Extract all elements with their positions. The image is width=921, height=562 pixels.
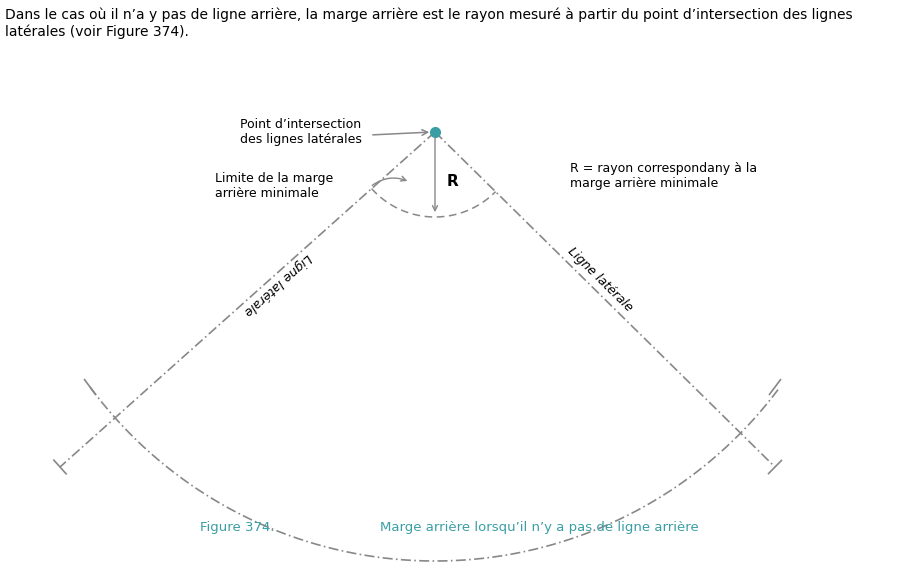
Text: Figure 374.: Figure 374. [200,521,274,534]
Text: Point d’intersection
des lignes latérales: Point d’intersection des lignes latérale… [240,118,362,146]
Text: Marge arrière lorsqu’il n’y a pas de ligne arrière: Marge arrière lorsqu’il n’y a pas de lig… [380,521,699,534]
Text: Ligne latérale: Ligne latérale [241,251,314,318]
Text: R: R [447,174,459,189]
Text: R = rayon correspondany à la
marge arrière minimale: R = rayon correspondany à la marge arriè… [570,162,757,190]
Text: Limite de la marge
arrière minimale: Limite de la marge arrière minimale [215,172,333,200]
Text: Ligne latérale: Ligne latérale [565,245,635,314]
Text: Dans le cas où il n’a y pas de ligne arrière, la marge arrière est le rayon mesu: Dans le cas où il n’a y pas de ligne arr… [5,8,853,39]
